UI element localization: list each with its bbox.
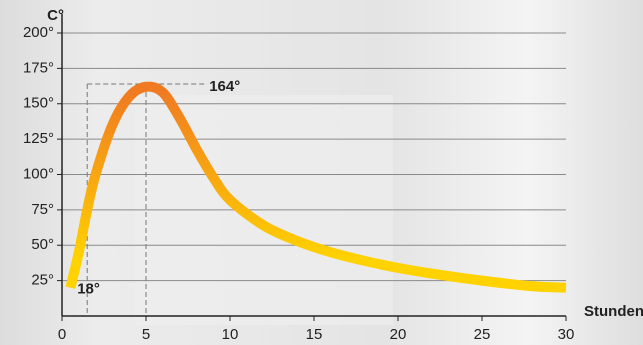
x-tick-label: 10 [222,326,239,343]
x-axis-title: Stunden [584,303,643,320]
y-axis-title: C° [47,7,64,24]
y-tick-label: 50° [31,236,54,253]
x-tick-label: 5 [142,326,150,343]
y-tick-label: 175° [23,59,54,76]
temperature-line [65,81,567,293]
y-tick-label: 75° [31,201,54,218]
x-tick-label: 20 [390,326,407,343]
annotation: 18° [77,280,100,297]
annotation: 164° [209,78,240,95]
y-tick-label: 125° [23,130,54,147]
y-tick-label: 25° [31,272,54,289]
y-tick-label: 100° [23,165,54,182]
x-tick-label: 15 [306,326,323,343]
y-tick-label: 150° [23,95,54,112]
x-tick-label: 25 [474,326,491,343]
x-tick-label: 0 [58,326,66,343]
y-tick-label: 200° [23,24,54,41]
x-tick-label: 30 [558,326,575,343]
